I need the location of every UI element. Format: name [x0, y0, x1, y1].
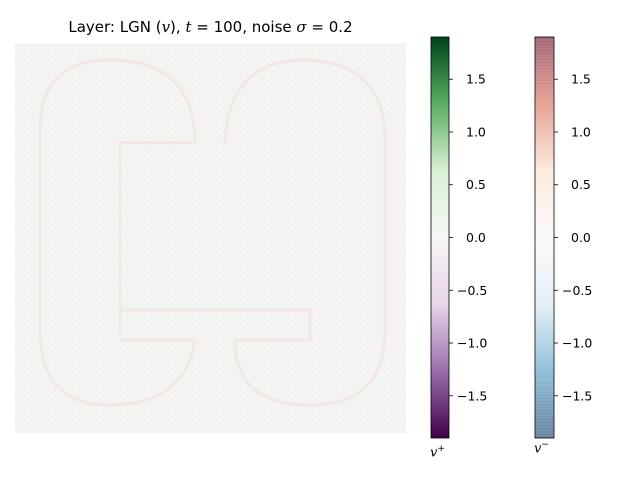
colorbar-negative-tick-label: −0.5: [562, 283, 592, 298]
chart-title: Layer: LGN (v), t = 100, noise σ = 0.2: [15, 18, 406, 36]
colorbar-negative-tick-label: 0.0: [571, 230, 591, 245]
colorbar-positive-label-base: v: [430, 445, 438, 461]
title-t: t: [185, 18, 192, 36]
title-prefix: Layer: LGN (: [68, 18, 162, 36]
colorbar-positive-label-sup: +: [437, 444, 445, 454]
colorbar-negative-tick-label: −1.0: [562, 336, 592, 351]
colorbar-negative-tick-label: 1.5: [571, 72, 591, 87]
colorbar-positive-tick-label: 1.5: [466, 72, 486, 87]
title-mid1: ),: [170, 18, 186, 36]
colorbar-negative-label: v−: [534, 440, 549, 456]
colorbar-negative-ticks: 1.5 1.0 0.5 0.0 −0.5 −1.0 −1.5: [535, 39, 592, 437]
heatmap: [15, 43, 406, 433]
colorbar-negative-tick-label: 0.5: [571, 177, 591, 192]
colorbar-negative: 1.5 1.0 0.5 0.0 −0.5 −1.0 −1.5: [534, 36, 592, 439]
colorbar-positive-tick-label: −1.0: [457, 336, 487, 351]
colorbar-positive-tick-label: −1.5: [457, 388, 487, 403]
colorbar-positive-tick-label: 0.0: [466, 230, 486, 245]
title-sigma: σ: [296, 18, 307, 36]
colorbar-negative-label-sup: −: [541, 440, 549, 450]
colorbar-positive-gradient: [430, 36, 450, 439]
pattern-top-left-lobe: [38, 58, 197, 335]
title-suffix: = 0.2: [306, 18, 353, 36]
colorbar-positive-ticks: 1.5 1.0 0.5 0.0 −0.5 −1.0 −1.5: [449, 72, 487, 403]
colorbar-positive-tick-label: 0.5: [466, 177, 486, 192]
heatmap-background: [15, 43, 406, 433]
colorbar-positive-label: v+: [430, 444, 445, 460]
pattern-top-right-lobe: [120, 58, 387, 407]
colorbar-positive-tick-label: −0.5: [457, 283, 487, 298]
colorbar-negative-tick-label: 1.0: [571, 124, 591, 139]
heatmap-pattern: [38, 58, 387, 407]
colorbar-positive: 1.5 1.0 0.5 0.0 −0.5 −1.0 −1.5: [430, 36, 487, 439]
colorbar-positive-tick-label: 1.0: [466, 124, 486, 139]
title-var: v: [161, 18, 171, 36]
title-mid2: = 100, noise: [191, 18, 297, 36]
pattern-bottom-left-lobe: [38, 143, 197, 407]
colorbar-negative-label-base: v: [534, 441, 542, 457]
colorbar-negative-tick-label: −1.5: [562, 388, 592, 403]
